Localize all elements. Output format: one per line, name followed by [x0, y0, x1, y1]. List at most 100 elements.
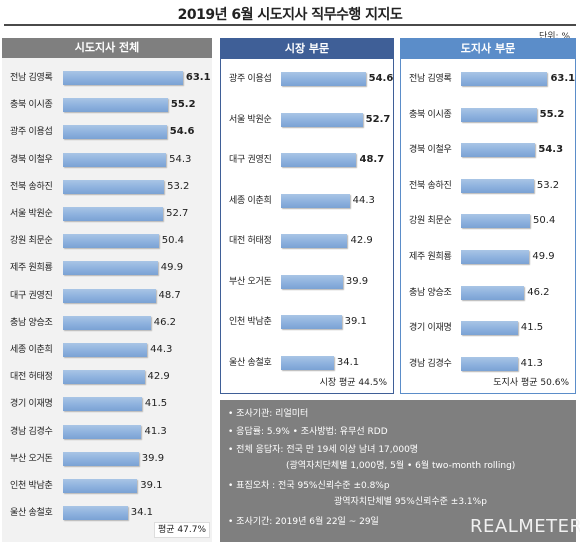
bar-category-label: 인천 박남춘 [229, 317, 272, 327]
bar-value-label: 41.5 [144, 398, 168, 410]
bar-row: 울산 송철호 34.1 [221, 355, 393, 370]
bar-category-label: 광주 이용섭 [229, 74, 272, 84]
bar-value-label: 41.5 [520, 322, 544, 334]
bar-category-label: 경북 이철우 [10, 154, 53, 165]
bar-category-label: 경기 이재명 [409, 323, 452, 334]
bar-value-label: 48.7 [359, 154, 385, 165]
bar-row: 경북 이철우 54.3 [2, 152, 212, 167]
bar-value-label: 49.9 [532, 251, 555, 262]
bar-row: 인천 박남춘 39.1 [221, 315, 393, 329]
bar-row: 제주 원희룡 49.9 [401, 250, 575, 264]
bar-value-label: 48.7 [158, 289, 181, 301]
bar [63, 261, 158, 276]
bar-value-label: 54.3 [538, 144, 564, 156]
bar-value-label: 55.2 [539, 108, 565, 120]
panel-all-title: 시도지사 전체 [2, 38, 212, 58]
realmeter-logo: REALMETER [470, 516, 580, 537]
bar [281, 112, 363, 127]
chart-prov-body: 도지사 평균 50.6% 전남 김영록 63.1 충북 이시종 55.2 경북 이철우 5… [401, 59, 575, 393]
bar-row: 경남 김경수 41.3 [401, 356, 575, 371]
bar [63, 343, 148, 357]
bar-category-label: 제주 원희룡 [10, 263, 53, 274]
bar-row: 강원 최문순 50.4 [401, 214, 575, 229]
bar [63, 98, 168, 113]
bar-row: 충남 양승조 46.2 [401, 285, 575, 300]
bar [63, 207, 164, 221]
bar-category-label: 대구 권영진 [10, 290, 53, 301]
bar-value-label: 39.9 [345, 275, 369, 287]
bar [461, 107, 537, 122]
bar-row: 충남 양승조 46.2 [2, 315, 212, 330]
bar-category-label: 부산 오거돈 [229, 276, 272, 287]
bar [461, 356, 518, 371]
bar [63, 288, 156, 303]
bar [63, 479, 138, 493]
bar-category-label: 전북 송하진 [409, 180, 452, 191]
bar-category-label: 충남 양승조 [10, 317, 53, 328]
bar-category-label: 대구 권영진 [229, 155, 272, 165]
bar-value-label: 39.1 [344, 316, 367, 327]
bar [461, 214, 531, 229]
info-line-agency: • 조사기관: 리얼미터 [228, 409, 309, 419]
bar-value-label: 46.2 [153, 316, 177, 328]
bar-category-label: 부산 오거돈 [10, 453, 53, 464]
bar-row: 서울 박원순 52.7 [221, 112, 393, 127]
bar-value-label: 55.2 [170, 99, 196, 111]
bar-row: 전남 김영록 63.1 [401, 72, 575, 86]
bar-category-label: 경북 이철우 [409, 145, 452, 156]
bar-category-label: 경기 이재명 [10, 399, 53, 410]
bar-value-label: 49.9 [160, 262, 184, 274]
bar [63, 451, 139, 466]
bar-row: 경기 이재명 41.5 [2, 397, 212, 412]
bar-category-label: 전남 김영록 [10, 73, 53, 83]
bar-value-label: 42.9 [350, 235, 373, 246]
bar [281, 193, 350, 208]
bar [63, 424, 142, 439]
bar [63, 506, 128, 521]
bar [63, 315, 151, 330]
bar-category-label: 서울 박원순 [10, 209, 53, 219]
bar-category-label: 광주 이용섭 [10, 127, 53, 138]
bar [63, 71, 183, 85]
bar-row: 전북 송하진 53.2 [2, 179, 212, 194]
bar-row: 세종 이춘희 44.3 [221, 193, 393, 208]
bar-value-label: 41.3 [520, 357, 543, 369]
title-divider [4, 24, 576, 26]
info-line-error-regional: 광역자치단체별 95%신뢰수준 ±3.1%p [334, 497, 487, 507]
bar [281, 234, 348, 248]
bar-value-label: 39.1 [140, 480, 163, 491]
bar [461, 250, 530, 264]
bar-category-label: 충북 이시종 [10, 100, 53, 111]
bar-row: 광주 이용섭 54.6 [2, 125, 212, 140]
bar-value-label: 34.1 [336, 356, 360, 368]
info-line-sample-detail: (광역자치단체별 1,000명, 5월 • 6월 two-month rolli… [286, 461, 516, 471]
bar-value-label: 44.3 [352, 194, 375, 206]
bar-row: 울산 송철호 34.1 [2, 506, 212, 521]
bar-category-label: 대전 허태정 [229, 236, 272, 246]
bar-value-label: 54.3 [169, 153, 192, 165]
bar-row: 전북 송하진 53.2 [401, 178, 575, 193]
bar-value-label: 54.6 [368, 73, 394, 84]
bar [281, 72, 366, 86]
info-line-sample: • 전체 응답자: 전국 만 19세 이상 남녀 17,000명 [228, 445, 419, 455]
avg-city-label: 시장 평균 44.5% [319, 378, 387, 388]
panel-all-governors: 시도지사 전체 평균 47.7% 전남 김영록 63.1 충북 이시종 55.2 광주 … [2, 38, 212, 542]
bar-value-label: 53.2 [167, 180, 190, 192]
bar [63, 370, 145, 385]
bar-category-label: 경남 김경수 [409, 358, 452, 369]
bar [281, 355, 334, 370]
bar-row: 충북 이시종 55.2 [2, 98, 212, 113]
bar-row: 경북 이철우 54.3 [401, 143, 575, 158]
bar [281, 315, 342, 329]
survey-info-box: • 조사기관: 리얼미터 • 응답률: 5.9% • 조사방법: 유무선 RDD… [220, 400, 576, 542]
bar [63, 125, 167, 140]
bar-value-label: 46.2 [527, 286, 550, 298]
bar [461, 143, 536, 158]
bar [63, 397, 142, 412]
info-line-period: • 조사기간: 2019년 6월 22일 ~ 29일 [228, 517, 379, 527]
bar [281, 274, 343, 289]
bar [63, 234, 159, 249]
bar-category-label: 세종 이춘희 [229, 195, 272, 206]
bar-category-label: 강원 최문순 [409, 216, 452, 227]
bar-row: 세종 이춘희 44.3 [2, 343, 212, 357]
